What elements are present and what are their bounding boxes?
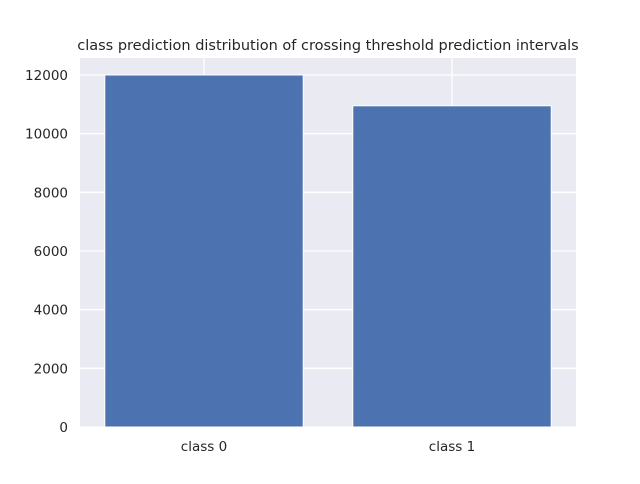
x-axis-tick-labels: class 0 class 1 xyxy=(181,439,475,455)
y-tick-label: 12000 xyxy=(25,68,68,84)
bar-class-1 xyxy=(352,105,552,428)
y-tick-label: 2000 xyxy=(34,361,68,377)
y-tick-label: 8000 xyxy=(34,185,68,201)
bars xyxy=(104,74,552,428)
y-axis-tick-labels: 0 2000 4000 6000 8000 10000 12000 xyxy=(25,68,68,436)
x-tick-label: class 1 xyxy=(429,439,475,455)
y-tick-label: 0 xyxy=(59,420,68,436)
bar-class-0 xyxy=(104,74,304,428)
y-tick-label: 4000 xyxy=(34,303,68,319)
chart-title: class prediction distribution of crossin… xyxy=(77,38,579,54)
x-tick-label: class 0 xyxy=(181,439,227,455)
y-tick-label: 6000 xyxy=(34,244,68,260)
y-tick-label: 10000 xyxy=(25,127,68,143)
